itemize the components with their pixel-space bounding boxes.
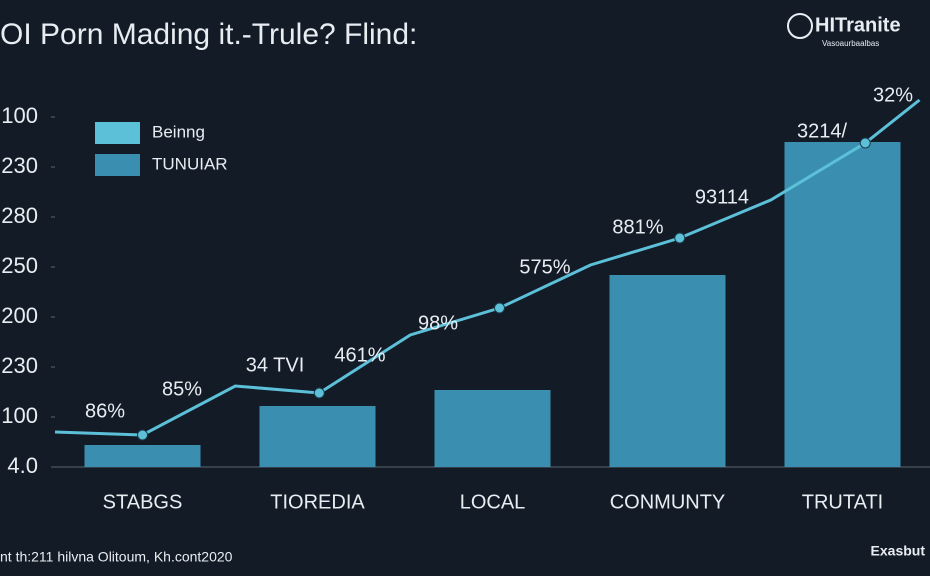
y-tick-label: 280 — [1, 203, 38, 228]
logo-subtitle: Vasoaurbaalbas — [822, 39, 879, 48]
annotation: 85% — [162, 378, 202, 400]
x-tick-label: TIOREDIA — [270, 491, 365, 513]
line-marker — [137, 429, 148, 441]
legend-swatch — [95, 154, 140, 176]
bar — [84, 445, 201, 467]
annotation: 98% — [418, 312, 458, 334]
x-tick-label: CONMUNTY — [610, 491, 726, 513]
chart-title: OI Porn Mading it.-Trule? Flind: — [0, 18, 417, 51]
annotation: 575% — [519, 256, 570, 278]
legend-swatch — [95, 122, 140, 144]
y-tick-label: 250 — [1, 253, 38, 278]
y-tick-label: 100 — [1, 403, 38, 428]
annotation: 34 TVI — [246, 354, 305, 376]
x-tick-label: TRUTATI — [802, 491, 883, 513]
legend-label: TUNUIAR — [152, 154, 228, 173]
y-tick-label: 4.0 — [7, 453, 38, 478]
x-tick-label: STABGS — [103, 491, 183, 513]
x-tick-label: LOCAL — [460, 491, 526, 513]
legend-label: Beinng — [152, 122, 205, 141]
annotation: 86% — [85, 400, 125, 422]
line-marker — [859, 137, 871, 149]
bar — [259, 406, 376, 467]
bar — [434, 390, 551, 467]
footer-left: nt th:211 hilvna Olitoum, Kh.cont2020 — [0, 549, 233, 565]
annotation: 3214/ — [797, 120, 847, 142]
logo: HITranite — [815, 14, 901, 36]
y-tick-label: 200 — [1, 303, 38, 328]
y-tick-label: 100 — [1, 103, 38, 128]
annotation: 881% — [612, 216, 663, 238]
line-marker — [313, 387, 325, 399]
y-tick-label: 230 — [1, 353, 38, 378]
logo-icon — [787, 13, 813, 39]
line-marker — [494, 302, 505, 314]
annotation: 461% — [334, 344, 385, 366]
footer-right: Exasbut — [871, 543, 926, 559]
annotation: 32% — [873, 84, 913, 106]
bar — [609, 275, 726, 467]
annotation: 93114 — [695, 186, 749, 208]
bar — [784, 142, 901, 467]
y-tick-label: 230 — [1, 153, 38, 178]
line-marker — [674, 232, 686, 244]
